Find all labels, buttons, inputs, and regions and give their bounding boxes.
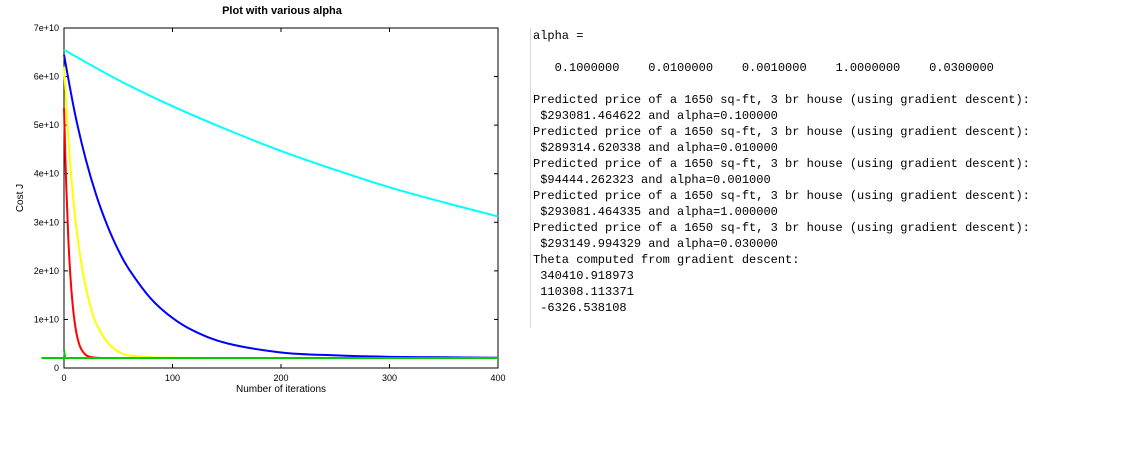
y-axis-label: Cost J <box>15 184 26 212</box>
cost-plot-svg: Plot with various alpha 0 100 200 300 400 0 1e… <box>15 5 506 395</box>
console-line <box>533 44 1133 60</box>
plot-title: Plot with various alpha <box>222 5 343 17</box>
series-line <box>63 108 498 360</box>
series-line <box>63 48 499 218</box>
x-tick-label: 300 <box>382 373 397 383</box>
series-line <box>41 349 498 360</box>
console-line: Predicted price of a 1650 sq-ft, 3 br ho… <box>533 93 1030 107</box>
series-line <box>63 66 498 360</box>
console-line: Theta computed from gradient descent: <box>533 253 800 267</box>
console-line <box>533 76 1133 92</box>
series-line <box>63 54 499 359</box>
console-line: Predicted price of a 1650 sq-ft, 3 br ho… <box>533 221 1030 235</box>
console-line: $293081.464622 and alpha=0.100000 <box>533 109 778 123</box>
console-line: $289314.620338 and alpha=0.010000 <box>533 141 778 155</box>
console-line: -6326.538108 <box>533 301 627 315</box>
y-tick-label: 5e+10 <box>34 120 59 130</box>
y-tick-label: 1e+10 <box>34 314 59 324</box>
plot-frame <box>63 27 499 369</box>
y-tick-label: 7e+10 <box>34 23 59 33</box>
console-line: Predicted price of a 1650 sq-ft, 3 br ho… <box>533 157 1030 171</box>
x-tick-label: 400 <box>490 373 505 383</box>
x-tick-label: 200 <box>273 373 288 383</box>
x-tick-label: 0 <box>61 373 66 383</box>
console-line: 110308.113371 <box>533 285 634 299</box>
y-tick-label: 3e+10 <box>34 217 59 227</box>
console-line: 0.1000000 0.0100000 0.0010000 1.0000000 … <box>533 61 994 75</box>
y-tick-label: 2e+10 <box>34 266 59 276</box>
console-line: Predicted price of a 1650 sq-ft, 3 br ho… <box>533 125 1030 139</box>
console-line: $94444.262323 and alpha=0.001000 <box>533 173 771 187</box>
console-line: 340410.918973 <box>533 269 634 283</box>
y-tick-label: 0 <box>54 363 59 373</box>
y-tick-label: 4e+10 <box>34 169 59 179</box>
console-line: Predicted price of a 1650 sq-ft, 3 br ho… <box>533 189 1030 203</box>
octave-console-output: alpha = 0.1000000 0.0100000 0.0010000 1.… <box>530 28 1133 328</box>
console-line: alpha = <box>533 29 584 43</box>
x-axis-label: Number of iterations <box>236 384 326 395</box>
y-tick-label: 6e+10 <box>34 72 59 82</box>
console-line: $293149.994329 and alpha=0.030000 <box>533 237 778 251</box>
cost-plot-figure: Plot with various alpha 0 100 200 300 400 0 1e… <box>0 0 520 410</box>
x-tick-label: 100 <box>165 373 180 383</box>
console-line: $293081.464335 and alpha=1.000000 <box>533 205 778 219</box>
